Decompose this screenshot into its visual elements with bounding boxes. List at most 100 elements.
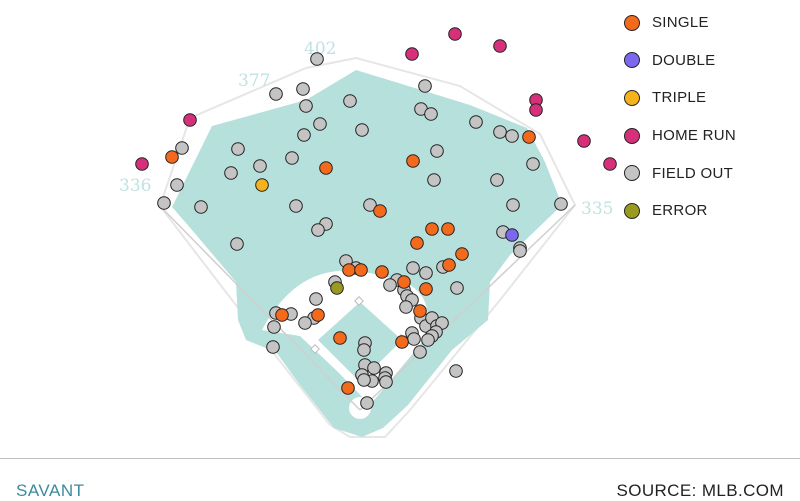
hit-point-single [275, 308, 289, 322]
hit-point-field-out [253, 159, 267, 173]
legend: SINGLE DOUBLE TRIPLE HOME RUN FIELD OUT … [624, 4, 736, 230]
hit-point-field-out [285, 151, 299, 165]
hit-point-field-out [267, 320, 281, 334]
source-label: SOURCE: MLB.COM [616, 481, 784, 500]
hit-point-single [413, 304, 427, 318]
hit-point-field-out [170, 178, 184, 192]
legend-swatch-double [624, 52, 640, 69]
hit-point-single [165, 150, 179, 164]
third-base [310, 344, 320, 354]
brand-label[interactable]: SAVANT [16, 481, 85, 500]
hit-point-home-run [493, 39, 507, 53]
legend-item-home-run: HOME RUN [624, 117, 736, 155]
legend-swatch-home-run [624, 127, 640, 144]
hit-point-field-out [513, 244, 527, 258]
hit-point-field-out [175, 141, 189, 155]
hit-point-field-out [379, 375, 393, 389]
legend-item-triple: TRIPLE [624, 79, 736, 117]
footer-divider [0, 458, 800, 459]
legend-label-triple: TRIPLE [652, 89, 707, 107]
hit-point-single [395, 335, 409, 349]
hit-point-home-run [603, 157, 617, 171]
hit-point-field-out [367, 361, 381, 375]
distance-center-field: 402 [304, 39, 336, 59]
hit-point-single [319, 161, 333, 175]
legend-item-single: SINGLE [624, 4, 736, 42]
hit-point-single [410, 236, 424, 250]
hit-point-field-out [469, 115, 483, 129]
hit-point-field-out [313, 117, 327, 131]
hit-point-field-out [296, 82, 310, 96]
left-foul-line [159, 205, 361, 411]
distance-left-field: 336 [119, 176, 151, 196]
legend-label-field-out: FIELD OUT [652, 164, 734, 182]
hit-point-field-out [407, 332, 421, 346]
hit-point-single [522, 130, 536, 144]
hit-point-home-run [529, 103, 543, 117]
hit-point-field-out [363, 198, 377, 212]
hit-point-field-out [266, 340, 280, 354]
hit-point-error [330, 281, 344, 295]
hit-point-field-out [554, 197, 568, 211]
distance-left-center: 377 [238, 71, 270, 91]
hit-point-field-out [310, 52, 324, 66]
hit-point-field-out [297, 128, 311, 142]
hit-point-home-run [183, 113, 197, 127]
hit-point-field-out [298, 316, 312, 330]
legend-item-field-out: FIELD OUT [624, 154, 736, 192]
hit-point-field-out [194, 200, 208, 214]
spray-chart: 336 377 402 335 [119, 27, 617, 438]
hit-point-field-out [424, 107, 438, 121]
hit-points-layer [135, 27, 617, 410]
legend-swatch-error [624, 202, 640, 219]
hit-point-field-out [506, 198, 520, 212]
legend-swatch-triple [624, 89, 640, 106]
hit-point-field-out [490, 173, 504, 187]
legend-label-error: ERROR [652, 202, 708, 220]
hit-point-field-out [269, 87, 283, 101]
hit-point-field-out [427, 173, 441, 187]
hit-point-home-run [135, 157, 149, 171]
legend-label-home-run: HOME RUN [652, 127, 737, 145]
hit-point-field-out [450, 281, 464, 295]
hit-point-field-out [231, 142, 245, 156]
hit-point-home-run [448, 27, 462, 41]
hit-point-field-out [430, 144, 444, 158]
hit-point-field-out [406, 261, 420, 275]
legend-label-double: DOUBLE [652, 51, 716, 69]
hit-point-triple [255, 178, 269, 192]
hit-point-single [333, 331, 347, 345]
hit-point-field-out [343, 94, 357, 108]
hit-point-single [375, 265, 389, 279]
hit-point-field-out [357, 343, 371, 357]
hit-point-single [455, 247, 469, 261]
hit-point-field-out [289, 199, 303, 213]
legend-item-error: ERROR [624, 192, 736, 230]
hit-point-single [425, 222, 439, 236]
hit-point-field-out [399, 300, 413, 314]
hit-point-double [505, 228, 519, 242]
hit-point-home-run [577, 134, 591, 148]
hit-point-single [441, 222, 455, 236]
hit-point-single [311, 308, 325, 322]
hit-point-single [341, 381, 355, 395]
legend-swatch-single [624, 14, 640, 31]
hit-point-field-out [357, 373, 371, 387]
hit-point-field-out [493, 125, 507, 139]
hit-point-field-out [230, 237, 244, 251]
hit-point-field-out [419, 266, 433, 280]
hit-point-field-out [421, 333, 435, 347]
hit-point-single [419, 282, 433, 296]
hit-point-single [342, 263, 356, 277]
hit-point-single [373, 204, 387, 218]
legend-swatch-field-out [624, 165, 640, 182]
hit-point-field-out [299, 99, 313, 113]
hit-point-single [442, 258, 456, 272]
hit-point-field-out [418, 79, 432, 93]
hit-point-single [406, 154, 420, 168]
legend-item-double: DOUBLE [624, 42, 736, 80]
hit-point-field-out [413, 345, 427, 359]
hit-point-field-out [355, 123, 369, 137]
hit-point-field-out [311, 223, 325, 237]
right-foul-line [359, 204, 576, 411]
